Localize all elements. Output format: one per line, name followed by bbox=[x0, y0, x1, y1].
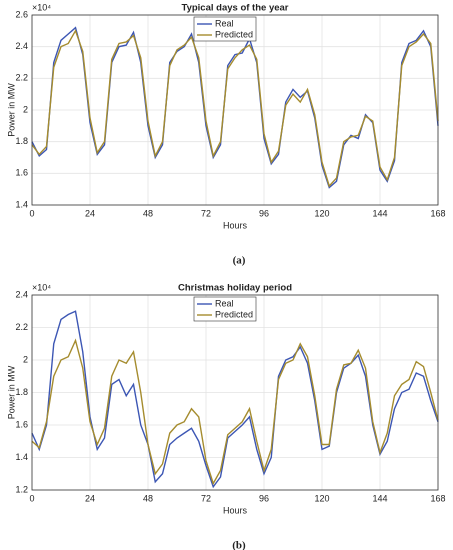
x-tick-label: 168 bbox=[430, 493, 445, 503]
x-tick-label: 72 bbox=[201, 493, 211, 503]
line-series bbox=[31, 338, 439, 486]
plot-frame bbox=[31, 14, 439, 206]
x-tick-label: 120 bbox=[314, 208, 329, 218]
x-tick-label: 0 bbox=[29, 493, 34, 503]
x-axis-label: Hours bbox=[223, 220, 248, 230]
y-tick-label: 1.6 bbox=[15, 168, 28, 178]
x-tick-label: 48 bbox=[143, 208, 153, 218]
y-tick-label: 2 bbox=[23, 104, 28, 114]
x-tick-label: 0 bbox=[29, 208, 34, 218]
legend-label: Predicted bbox=[215, 309, 253, 319]
x-tick-label: 144 bbox=[372, 493, 387, 503]
y-tick-label: 2.4 bbox=[15, 41, 28, 51]
legend-label: Real bbox=[215, 18, 234, 28]
chart-title: Christmas holiday period bbox=[178, 283, 292, 294]
chart-title: Typical days of the year bbox=[181, 3, 288, 14]
legend-box bbox=[193, 16, 257, 42]
y-tick-label: 2.2 bbox=[15, 322, 28, 332]
y-tick-label: 1.6 bbox=[15, 419, 28, 429]
y-tick-label: 2.4 bbox=[15, 289, 28, 299]
legend-label: Predicted bbox=[215, 29, 253, 39]
x-tick-label: 96 bbox=[259, 493, 269, 503]
legend-label: Real bbox=[215, 298, 234, 308]
y-tick-label: 2 bbox=[23, 354, 28, 364]
x-tick-label: 168 bbox=[430, 208, 445, 218]
x-tick-label: 96 bbox=[259, 208, 269, 218]
exponent-label: ×10⁴ bbox=[32, 282, 51, 292]
y-tick-label: 1.4 bbox=[15, 199, 28, 209]
x-tick-label: 24 bbox=[85, 493, 95, 503]
line-series bbox=[31, 29, 439, 188]
y-tick-label: 2.2 bbox=[15, 73, 28, 83]
x-tick-label: 48 bbox=[143, 493, 153, 503]
legend-box bbox=[193, 296, 257, 322]
exponent-label: ×10⁴ bbox=[32, 2, 51, 12]
y-tick-label: 1.8 bbox=[15, 136, 28, 146]
y-axis-label: Power in MW bbox=[6, 365, 16, 419]
x-tick-label: 24 bbox=[85, 208, 95, 218]
y-tick-label: 1.4 bbox=[15, 452, 28, 462]
x-tick-label: 120 bbox=[314, 493, 329, 503]
y-axis-label: Power in MW bbox=[6, 83, 16, 137]
caption: (b) bbox=[232, 540, 246, 550]
x-axis-label: Hours bbox=[223, 505, 248, 515]
y-tick-label: 2.6 bbox=[15, 9, 28, 19]
x-tick-label: 72 bbox=[201, 208, 211, 218]
x-tick-label: 144 bbox=[372, 208, 387, 218]
caption: (a) bbox=[233, 255, 246, 267]
y-tick-label: 1.2 bbox=[15, 484, 28, 494]
plot-frame bbox=[31, 294, 439, 491]
y-tick-label: 1.8 bbox=[15, 387, 28, 397]
